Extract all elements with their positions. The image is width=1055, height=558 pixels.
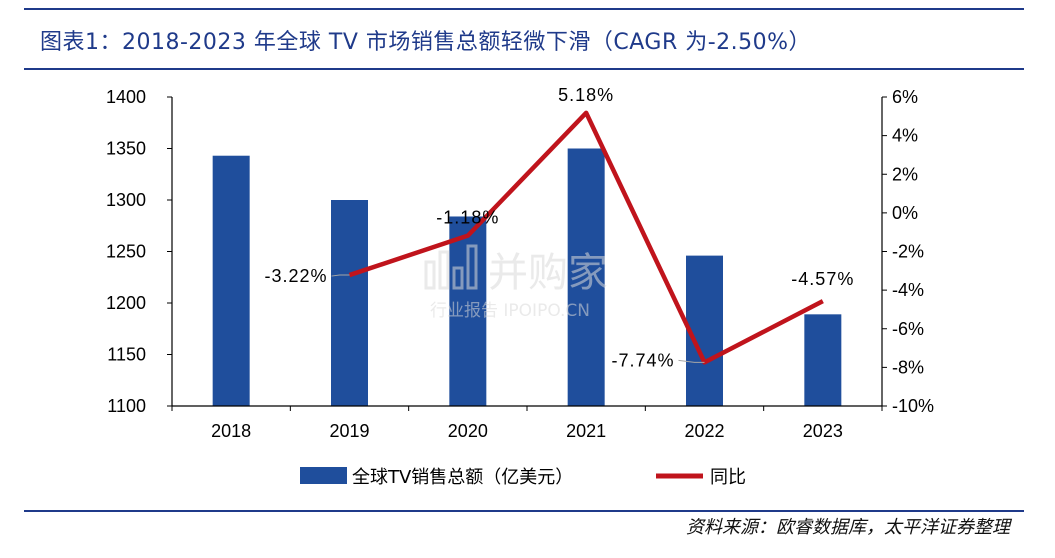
y-left-tick-label: 1150 xyxy=(107,345,146,365)
legend-label-line: 同比 xyxy=(710,467,746,488)
y-left-tick-label: 1100 xyxy=(107,396,146,416)
x-tick-label: 2019 xyxy=(329,421,369,441)
bar-2021 xyxy=(567,148,605,406)
line-data-label-2019: -3.22% xyxy=(264,266,327,286)
x-tick-label: 2021 xyxy=(566,421,606,441)
legend-swatch-bar xyxy=(300,467,347,484)
bar-2019 xyxy=(331,200,368,406)
y-left-tick-label: 1200 xyxy=(106,293,146,313)
watermark-sub: 行业报告 IPOIPO.CN xyxy=(430,301,590,321)
y-right-tick-label: 2% xyxy=(892,164,918,184)
chart-canvas: 1100 1150 1200 1250 1300 1350 1400 -10% -8% -6% -4… xyxy=(106,85,934,488)
line-data-label-2020: -1.18% xyxy=(436,208,499,228)
chart-title: 图表1：2018-2023 年全球 TV 市场销售总额轻微下滑（CAGR 为-2… xyxy=(40,30,812,55)
y-left-tick-label: 1300 xyxy=(106,190,146,210)
data-label-leader xyxy=(678,359,705,363)
y-right-tick-label: -4% xyxy=(892,280,924,300)
x-tick-label: 2020 xyxy=(448,421,488,441)
y-right-tick-label: 0% xyxy=(892,203,918,223)
watermark-main: 并购家 xyxy=(488,250,608,296)
y-right-tick-label: -6% xyxy=(892,319,924,339)
x-tick-label: 2022 xyxy=(684,421,724,441)
y-right-tick-label: 4% xyxy=(892,126,918,146)
line-data-label-2023: -4.57% xyxy=(791,269,854,289)
y-right-tick-label: -10% xyxy=(892,396,934,416)
footer-rule xyxy=(24,510,1024,512)
title-rule-top xyxy=(24,8,1024,10)
y-right-tick-label: -8% xyxy=(892,357,924,377)
data-label-leader xyxy=(331,274,350,277)
yoy-line xyxy=(348,110,824,365)
y-left-tick-label: 1400 xyxy=(106,87,146,107)
x-tick-label: 2018 xyxy=(211,421,251,441)
line-data-label-2022: -7.74% xyxy=(611,350,674,370)
y-right-tick-label: 6% xyxy=(892,87,918,107)
title-bar: 图表1：2018-2023 年全球 TV 市场销售总额轻微下滑（CAGR 为-2… xyxy=(0,0,1055,70)
y-left-tick-label: 1350 xyxy=(106,139,146,159)
bar-2022 xyxy=(686,255,723,406)
source-note: 资料来源：欧睿数据库，太平洋证券整理 xyxy=(686,517,1010,538)
y-right-tick-label: -2% xyxy=(892,242,924,262)
watermark-logo-icon xyxy=(424,244,478,290)
title-rule-bottom xyxy=(24,68,1024,70)
watermark: 并购家 行业报告 IPOIPO.CN xyxy=(418,240,648,330)
legend-label-bar: 全球TV销售总额（亿美元） xyxy=(352,467,573,488)
bar-2023 xyxy=(804,314,842,406)
bar-2018 xyxy=(212,155,250,406)
line-data-label-2021: 5.18% xyxy=(558,85,614,105)
x-tick-label: 2023 xyxy=(803,421,843,441)
y-left-tick-label: 1250 xyxy=(106,242,146,262)
